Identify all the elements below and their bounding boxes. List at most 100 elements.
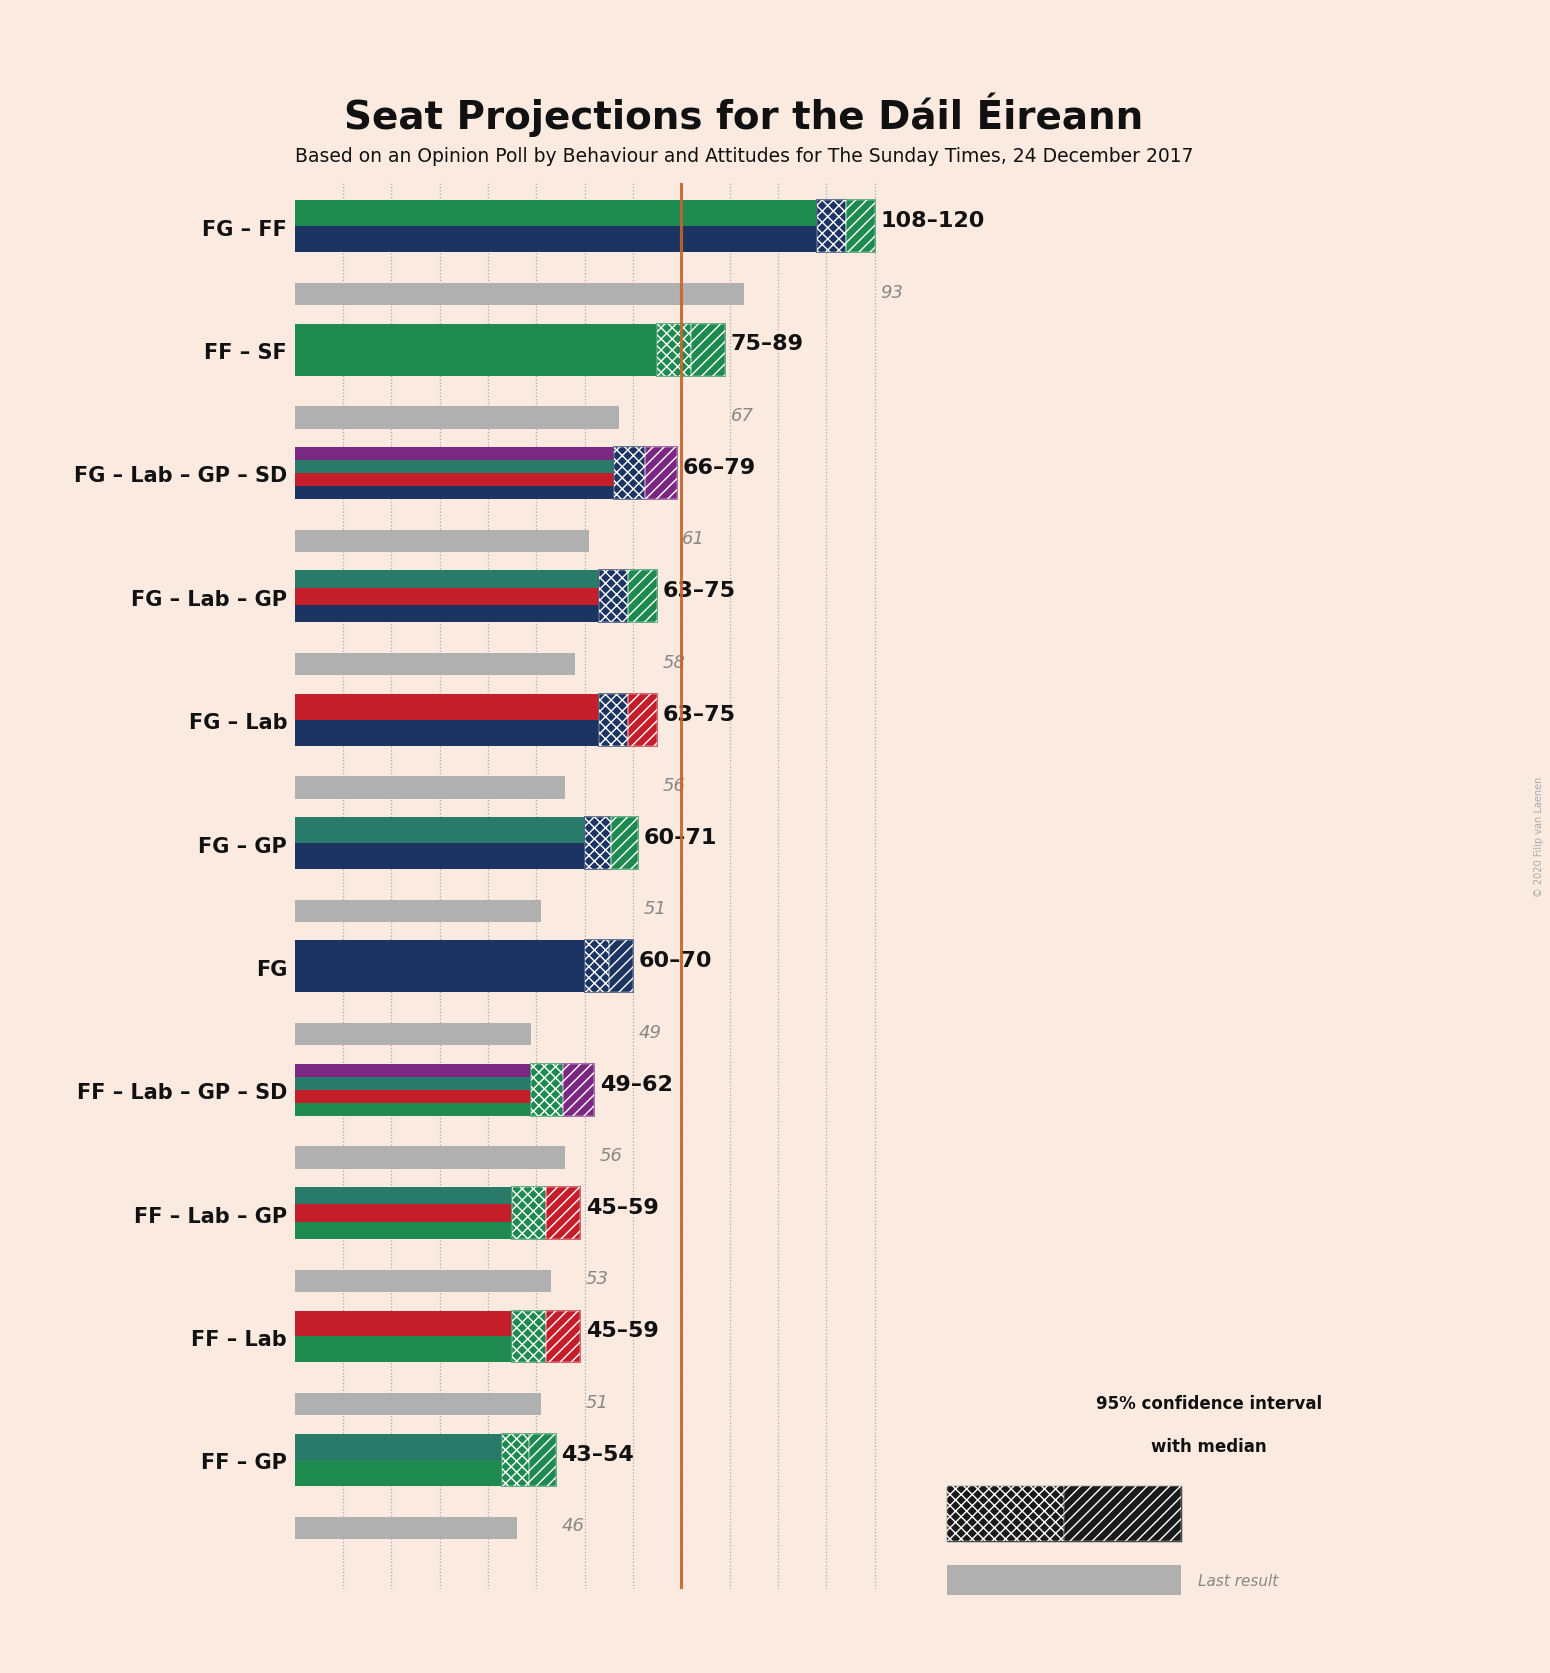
Bar (600, 694, 628, 746)
Text: 60–70: 60–70 (639, 950, 713, 970)
Bar (628, 570, 657, 622)
Text: 58: 58 (663, 654, 687, 671)
Bar (563, 1064, 594, 1116)
Bar (294, 1337, 512, 1362)
Bar (691, 325, 725, 376)
Text: Last result: Last result (1198, 1573, 1279, 1588)
Text: FG: FG (256, 959, 287, 979)
Bar (600, 570, 628, 622)
Text: 95% confidence interval: 95% confidence interval (1096, 1394, 1322, 1412)
Text: 67: 67 (730, 407, 753, 425)
Bar (294, 570, 600, 589)
Bar (294, 407, 618, 430)
Bar (614, 448, 645, 500)
Bar (628, 570, 657, 622)
Text: Based on an Opinion Poll by Behaviour and Attitudes for The Sunday Times, 24 Dec: Based on an Opinion Poll by Behaviour an… (294, 147, 1194, 166)
Text: 45–59: 45–59 (586, 1320, 659, 1340)
Bar (512, 1188, 546, 1240)
Bar (546, 1188, 580, 1240)
Bar (294, 473, 614, 487)
Bar (502, 1434, 529, 1486)
Bar (529, 1434, 555, 1486)
Bar (546, 1310, 580, 1362)
Bar (294, 1188, 512, 1205)
Bar (294, 1146, 566, 1169)
Text: with median: with median (1152, 1437, 1266, 1456)
Bar (294, 776, 566, 800)
Bar (294, 1517, 518, 1539)
Bar (546, 1188, 580, 1240)
Text: FG – GP: FG – GP (198, 836, 287, 857)
Bar (294, 1310, 512, 1337)
Bar (609, 940, 632, 992)
Bar (817, 201, 846, 253)
Text: Seat Projections for the Dáil Éireann: Seat Projections for the Dáil Éireann (344, 92, 1144, 137)
Bar (947, 1486, 1063, 1541)
Text: 75–89: 75–89 (730, 335, 804, 355)
Text: FF – GP: FF – GP (202, 1452, 287, 1472)
Bar (628, 694, 657, 746)
Bar (294, 1024, 532, 1046)
Bar (294, 1103, 532, 1116)
Bar (609, 940, 632, 992)
Text: 61: 61 (682, 530, 705, 549)
Bar (584, 818, 611, 870)
Text: FF – SF: FF – SF (205, 343, 287, 363)
Bar (294, 606, 600, 622)
Bar (294, 654, 575, 676)
Bar (657, 325, 691, 376)
Bar (691, 325, 725, 376)
Bar (600, 570, 628, 622)
Text: 51: 51 (643, 900, 666, 918)
Text: FG – Lab: FG – Lab (189, 713, 287, 733)
Bar (294, 1077, 532, 1091)
Bar (947, 1566, 1181, 1596)
Bar (294, 1394, 541, 1415)
Bar (294, 487, 614, 500)
Bar (502, 1434, 529, 1486)
Bar (846, 201, 874, 253)
Bar (532, 1064, 563, 1116)
Text: 63–75: 63–75 (663, 581, 736, 601)
Bar (294, 530, 589, 552)
Bar (294, 1221, 512, 1240)
Bar (294, 325, 657, 350)
Bar (294, 284, 744, 306)
Bar (294, 448, 614, 460)
Bar (1063, 1486, 1181, 1541)
Bar (294, 1205, 512, 1221)
Text: FG – Lab – GP – SD: FG – Lab – GP – SD (74, 467, 287, 487)
Text: 53: 53 (586, 1270, 609, 1288)
Text: 51: 51 (586, 1394, 609, 1410)
Text: 56: 56 (600, 1146, 623, 1164)
Bar (294, 1461, 502, 1486)
Bar (512, 1310, 546, 1362)
Bar (947, 1486, 1063, 1541)
Bar (294, 589, 600, 606)
Bar (657, 325, 691, 376)
Text: 63–75: 63–75 (663, 704, 736, 724)
Bar (294, 843, 584, 870)
Text: FG – Lab – GP: FG – Lab – GP (132, 589, 287, 609)
Text: 49–62: 49–62 (600, 1074, 673, 1094)
Bar (294, 460, 614, 473)
Text: 66–79: 66–79 (682, 457, 755, 477)
Bar (600, 694, 628, 746)
Bar (294, 721, 600, 746)
Bar (294, 1091, 532, 1103)
Bar (584, 818, 611, 870)
Bar (529, 1434, 555, 1486)
Text: FG – FF: FG – FF (203, 219, 287, 239)
Bar (294, 900, 541, 922)
Text: 60–71: 60–71 (643, 828, 718, 848)
Text: 46: 46 (561, 1516, 584, 1534)
Text: 45–59: 45–59 (586, 1198, 659, 1218)
Bar (628, 694, 657, 746)
Bar (584, 940, 609, 992)
Text: 49: 49 (639, 1024, 662, 1041)
Bar (645, 448, 676, 500)
Bar (294, 350, 657, 376)
Text: FF – Lab: FF – Lab (192, 1328, 287, 1348)
Bar (532, 1064, 563, 1116)
Bar (645, 448, 676, 500)
